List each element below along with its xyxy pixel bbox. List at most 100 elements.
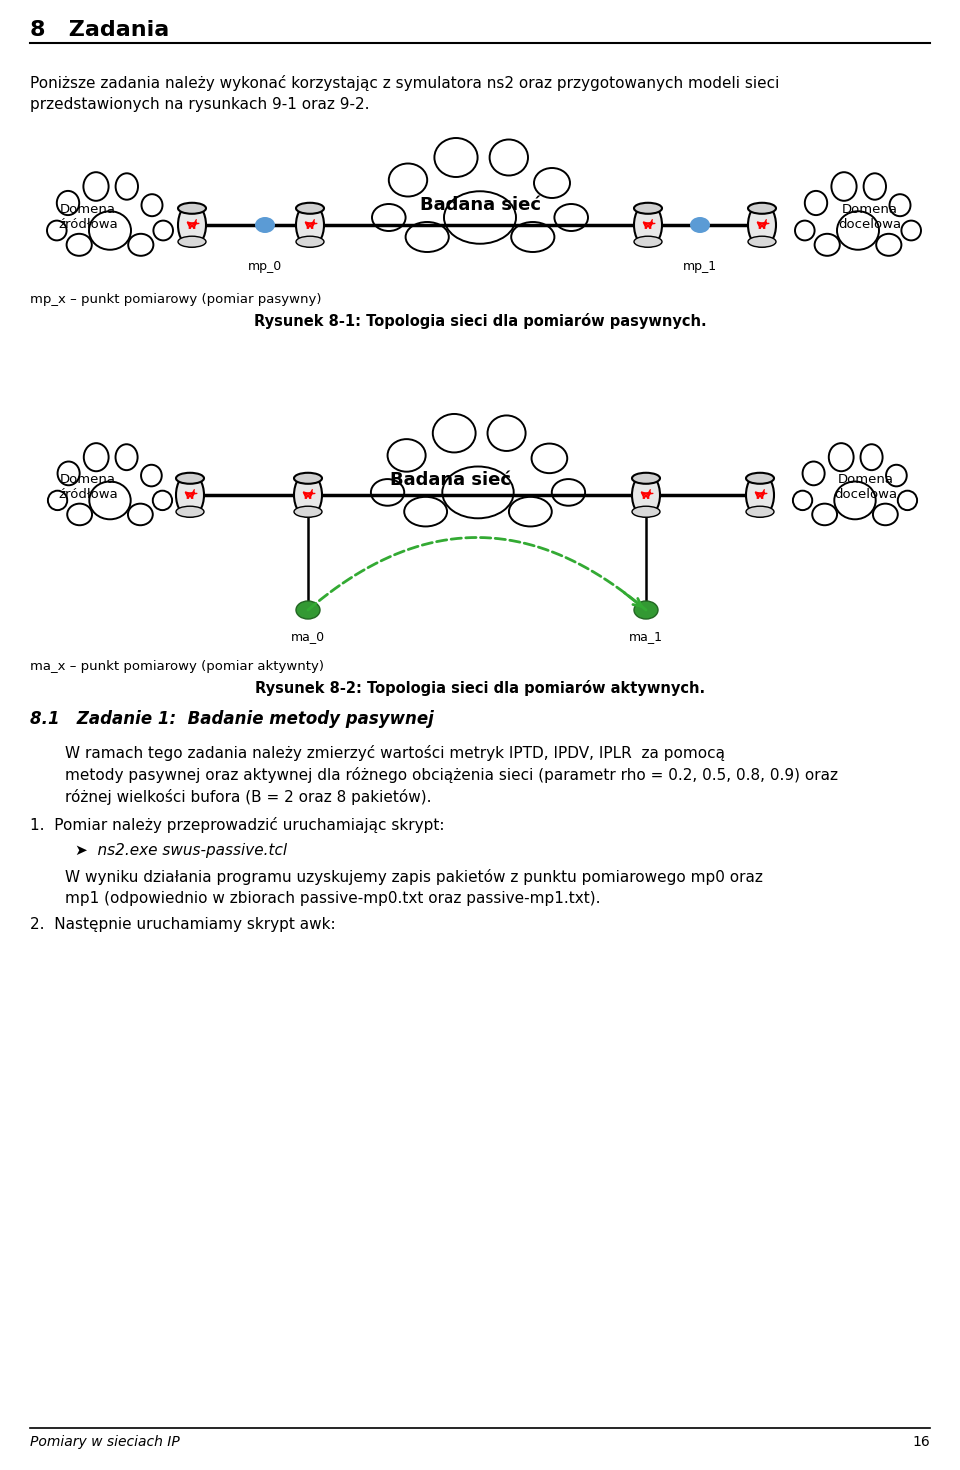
Text: ma_0: ma_0 — [291, 631, 325, 642]
Ellipse shape — [66, 234, 92, 256]
Ellipse shape — [434, 138, 478, 176]
Text: metody pasywnej oraz aktywnej dla różnego obciążenia sieci (parametr rho = 0.2, : metody pasywnej oraz aktywnej dla różneg… — [65, 767, 838, 784]
Ellipse shape — [511, 222, 555, 251]
Text: ma_x – punkt pomiarowy (pomiar aktywnty): ma_x – punkt pomiarowy (pomiar aktywnty) — [30, 660, 324, 673]
Text: W wyniku działania programu uzyskujemy zapis pakietów z punktu pomiarowego mp0 o: W wyniku działania programu uzyskujemy z… — [65, 869, 763, 885]
Text: mp1 (odpowiednio w zbiorach passive-mp0.txt oraz passive-mp1.txt).: mp1 (odpowiednio w zbiorach passive-mp0.… — [65, 891, 601, 906]
Ellipse shape — [509, 497, 552, 526]
Ellipse shape — [834, 482, 876, 519]
Ellipse shape — [294, 473, 322, 484]
Ellipse shape — [901, 220, 921, 241]
Text: ➤  ns2.exe swus-passive.tcl: ➤ ns2.exe swus-passive.tcl — [75, 842, 287, 858]
Ellipse shape — [128, 504, 153, 525]
Ellipse shape — [115, 444, 137, 470]
Ellipse shape — [443, 466, 514, 519]
Ellipse shape — [746, 506, 774, 517]
Ellipse shape — [828, 442, 853, 472]
Ellipse shape — [746, 473, 774, 517]
Ellipse shape — [690, 218, 710, 234]
Ellipse shape — [552, 479, 585, 506]
Text: 8.1   Zadanie 1:  Badanie metody pasywnej: 8.1 Zadanie 1: Badanie metody pasywnej — [30, 710, 434, 728]
Ellipse shape — [793, 491, 812, 510]
Ellipse shape — [296, 203, 324, 247]
Ellipse shape — [176, 473, 204, 517]
Ellipse shape — [176, 473, 204, 484]
Ellipse shape — [129, 234, 154, 256]
Ellipse shape — [632, 506, 660, 517]
Text: Domena
docelowa: Domena docelowa — [834, 473, 898, 501]
Ellipse shape — [634, 203, 662, 247]
Ellipse shape — [178, 237, 206, 247]
Ellipse shape — [555, 204, 588, 231]
Ellipse shape — [115, 173, 138, 200]
Ellipse shape — [296, 203, 324, 213]
Ellipse shape — [47, 187, 173, 263]
Ellipse shape — [804, 191, 828, 215]
Ellipse shape — [57, 191, 79, 215]
Ellipse shape — [860, 444, 882, 470]
Ellipse shape — [404, 497, 447, 526]
Text: Poniższe zadania należy wykonać korzystając z symulatora ns2 oraz przygotowanych: Poniższe zadania należy wykonać korzysta… — [30, 75, 780, 91]
Text: W ramach tego zadania należy zmierzyć wartości metryk IPTD, IPDV, IPLR  za pomoc: W ramach tego zadania należy zmierzyć wa… — [65, 745, 725, 761]
Ellipse shape — [84, 442, 108, 472]
Ellipse shape — [294, 506, 322, 517]
Ellipse shape — [178, 203, 206, 213]
Ellipse shape — [58, 462, 80, 485]
Ellipse shape — [444, 191, 516, 244]
Text: 8   Zadania: 8 Zadania — [30, 21, 169, 40]
Ellipse shape — [48, 491, 67, 510]
Ellipse shape — [372, 157, 588, 263]
Ellipse shape — [141, 465, 161, 487]
Ellipse shape — [371, 479, 404, 506]
Ellipse shape — [255, 218, 275, 234]
Ellipse shape — [48, 457, 172, 532]
Ellipse shape — [296, 601, 320, 619]
Ellipse shape — [815, 234, 840, 256]
Text: Domena
docelowa: Domena docelowa — [838, 203, 901, 231]
Text: Pomiary w sieciach IP: Pomiary w sieciach IP — [30, 1435, 180, 1449]
Text: Badana sieć: Badana sieć — [420, 196, 540, 215]
Ellipse shape — [632, 473, 660, 517]
Text: 16: 16 — [912, 1435, 930, 1449]
Text: mp_0: mp_0 — [248, 260, 282, 273]
Ellipse shape — [296, 237, 324, 247]
Ellipse shape — [176, 506, 204, 517]
Ellipse shape — [89, 482, 131, 519]
Ellipse shape — [388, 440, 425, 472]
Ellipse shape — [141, 194, 162, 216]
Ellipse shape — [795, 187, 921, 263]
Ellipse shape — [532, 444, 567, 473]
Text: Rysunek 8-1: Topologia sieci dla pomiarów pasywnych.: Rysunek 8-1: Topologia sieci dla pomiaró… — [253, 313, 707, 329]
Ellipse shape — [490, 140, 528, 175]
Ellipse shape — [433, 415, 475, 453]
Ellipse shape — [748, 203, 776, 213]
Ellipse shape — [795, 220, 815, 241]
Ellipse shape — [488, 416, 526, 451]
Ellipse shape — [748, 203, 776, 247]
Ellipse shape — [67, 504, 92, 525]
Ellipse shape — [634, 203, 662, 213]
Ellipse shape — [84, 172, 108, 201]
Ellipse shape — [153, 491, 172, 510]
Text: różnej wielkości bufora (B = 2 oraz 8 pakietów).: różnej wielkości bufora (B = 2 oraz 8 pa… — [65, 789, 431, 806]
Ellipse shape — [632, 473, 660, 484]
Text: mp_x – punkt pomiarowy (pomiar pasywny): mp_x – punkt pomiarowy (pomiar pasywny) — [30, 293, 322, 306]
Ellipse shape — [793, 457, 917, 532]
Ellipse shape — [748, 237, 776, 247]
Ellipse shape — [372, 204, 406, 231]
Text: Badana sieć: Badana sieć — [390, 470, 511, 490]
Ellipse shape — [864, 173, 886, 200]
Ellipse shape — [534, 168, 570, 198]
Text: ma_1: ma_1 — [629, 631, 663, 642]
Ellipse shape — [47, 220, 66, 241]
Ellipse shape — [294, 473, 322, 517]
Ellipse shape — [812, 504, 837, 525]
Ellipse shape — [831, 172, 856, 201]
Text: mp_1: mp_1 — [683, 260, 717, 273]
Ellipse shape — [876, 234, 901, 256]
Ellipse shape — [154, 220, 173, 241]
Text: Rysunek 8-2: Topologia sieci dla pomiarów aktywnych.: Rysunek 8-2: Topologia sieci dla pomiaró… — [255, 681, 705, 695]
Ellipse shape — [89, 212, 131, 250]
Ellipse shape — [389, 163, 427, 197]
Ellipse shape — [898, 491, 917, 510]
